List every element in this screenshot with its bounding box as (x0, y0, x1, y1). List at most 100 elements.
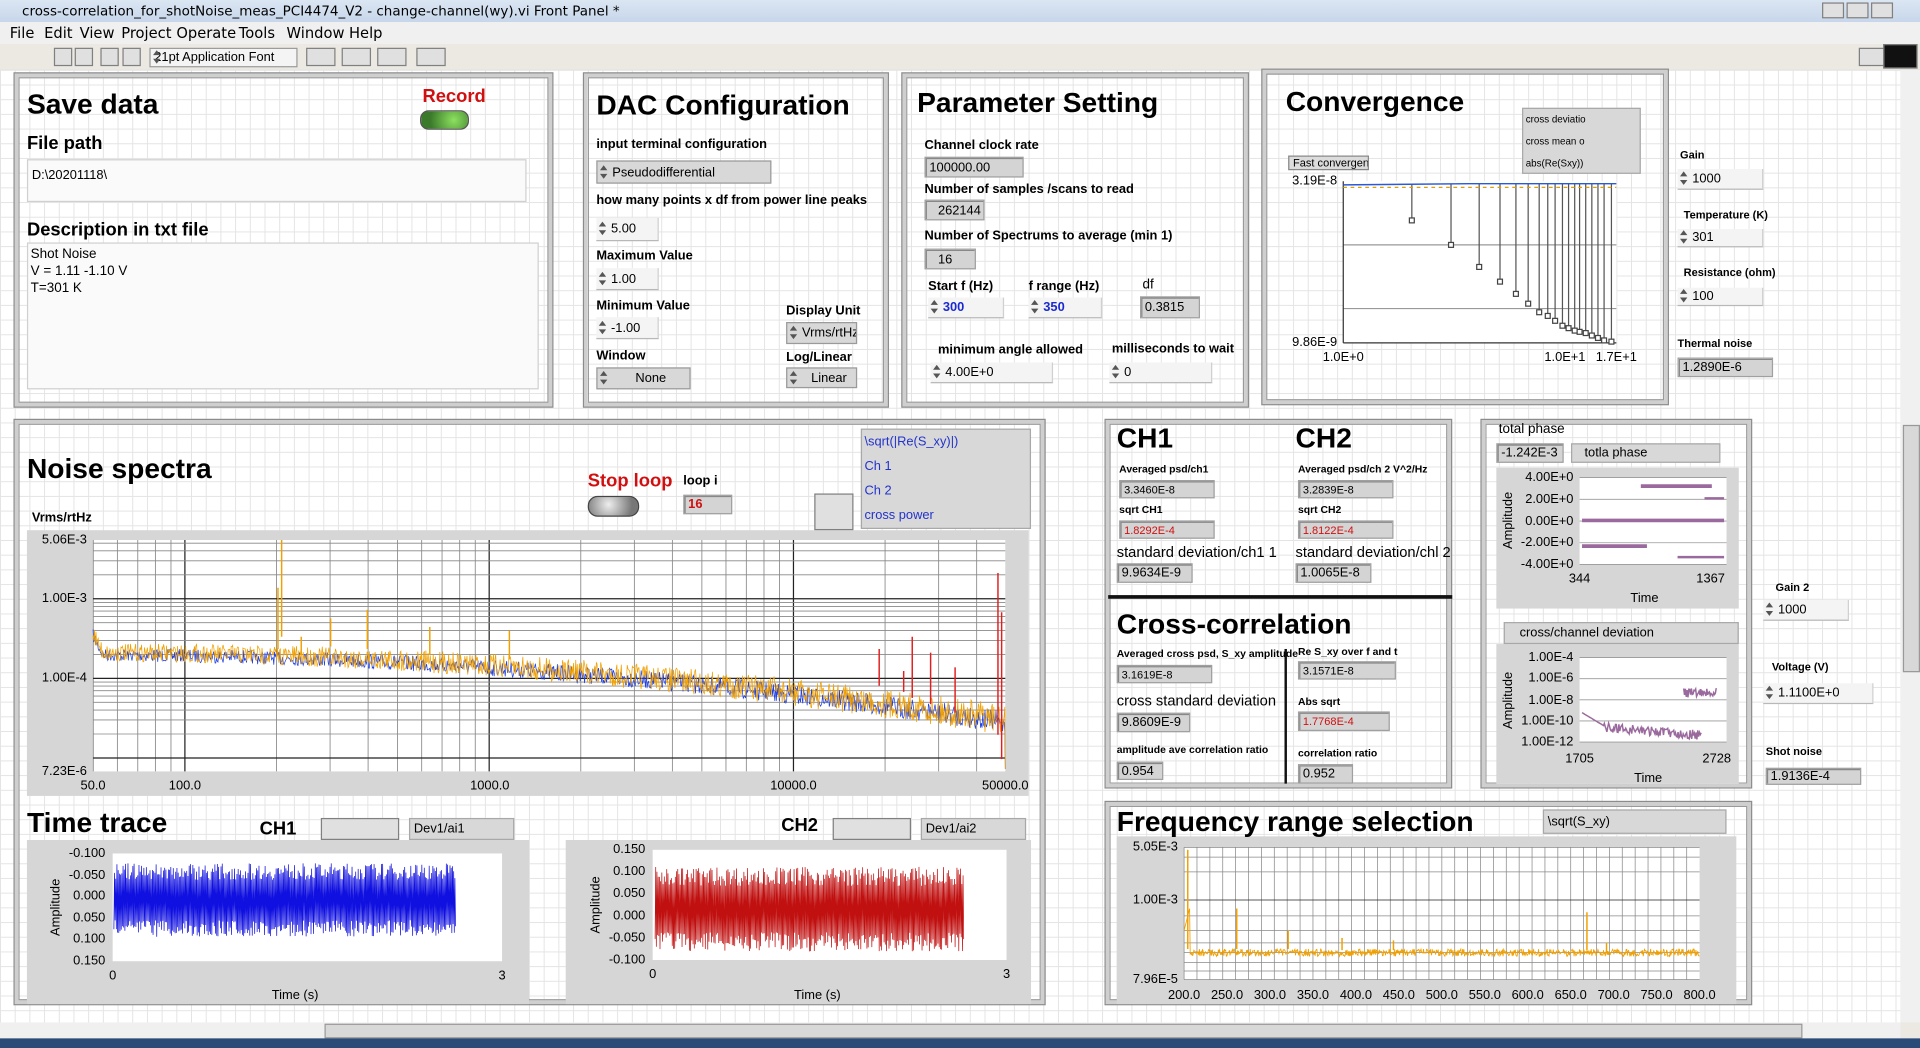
h-scrollbar[interactable] (0, 1022, 1901, 1039)
legend (860, 428, 1032, 529)
tool-button[interactable] (74, 47, 94, 67)
y-tick-label: -2.00E+0 (1520, 535, 1574, 550)
y-tick-label: 0.000 (613, 908, 646, 923)
menu-item[interactable]: File (9, 24, 35, 42)
y-tick-label: 5.06E-3 (41, 532, 87, 548)
axis-title: Time (s) (271, 987, 319, 1003)
window-button[interactable] (1846, 2, 1869, 19)
tool-button[interactable] (377, 47, 407, 67)
menu-item[interactable]: Tools (238, 24, 275, 42)
numeric-control[interactable]: 100 (1677, 287, 1764, 307)
menu-item[interactable]: Project (121, 24, 172, 42)
axis-title: Amplitude (1500, 671, 1516, 730)
label: minimum angle allowed (937, 342, 1084, 358)
axis-title: Amplitude (48, 878, 64, 936)
numeric-control[interactable]: 1000 (1763, 600, 1849, 621)
marker (1552, 317, 1559, 324)
menu-item[interactable]: Help (348, 24, 383, 42)
led-button[interactable] (420, 110, 469, 130)
numeric-control[interactable]: 5.00 (596, 217, 659, 242)
ring-control[interactable]: Vrms/rtHz (786, 322, 858, 345)
numeric-control[interactable]: -1.00 (596, 317, 659, 340)
tool-button[interactable] (416, 47, 446, 67)
app-icon (1883, 44, 1918, 69)
ring-control[interactable]: None (596, 367, 691, 390)
marker (1559, 322, 1566, 329)
x-tick-label: 1705 (1565, 751, 1594, 767)
tool-button[interactable] (53, 47, 73, 67)
parameter-frame (901, 72, 1249, 408)
tool-button[interactable] (122, 47, 141, 67)
label: Channel clock rate (924, 138, 1039, 153)
numeric-control[interactable]: 4.00E+0 (930, 362, 1054, 384)
graph-palette[interactable] (832, 817, 912, 841)
tool-button[interactable] (100, 47, 119, 67)
menu-item[interactable]: Window (286, 24, 345, 42)
x-tick-label: 344 (1568, 571, 1591, 587)
ring-control[interactable]: Pseudodifferential (596, 160, 772, 184)
label: Maximum Value (596, 248, 693, 263)
font-ring[interactable]: 21pt Application Font (149, 47, 298, 68)
marker (1536, 309, 1543, 316)
stop-button[interactable] (587, 495, 640, 517)
tool-button[interactable] (341, 47, 372, 67)
numeric-control[interactable]: 300 (928, 297, 1005, 319)
text-area[interactable] (26, 242, 539, 390)
numeric-control[interactable]: 1.00 (596, 268, 659, 291)
label: cross standard deviation (1116, 691, 1277, 709)
menu-item[interactable]: Operate (176, 24, 237, 42)
label: df (1142, 277, 1154, 293)
y-tick-label: 0.100 (613, 864, 646, 879)
y-tick-label: 0.150 (613, 842, 646, 857)
window-title: cross-correlation_for_shotNoise_meas_PCI… (22, 3, 620, 19)
trace (92, 629, 1006, 769)
label: amplitude ave correlation ratio (1116, 742, 1269, 756)
graph-palette[interactable] (814, 493, 854, 531)
tool-button[interactable] (306, 47, 336, 67)
numeric-indicator: 1.0065E-8 (1295, 563, 1372, 583)
label: Averaged psd/ch 2 V^2/Hz (1297, 462, 1428, 475)
label: Gain 2 (1775, 581, 1810, 594)
label: Minimum Value (596, 298, 690, 314)
window-button[interactable] (1822, 2, 1845, 19)
y-tick-label: 2.00E+0 (1525, 491, 1574, 507)
numeric-control[interactable]: 1000 (1677, 168, 1764, 190)
menu-item[interactable]: Edit (44, 24, 73, 42)
section-title: CH2 (1295, 421, 1352, 454)
marker (1608, 338, 1615, 345)
trace (654, 866, 965, 952)
legend-text: Ch 1 (864, 458, 892, 474)
text-line: Shot Noise (30, 246, 97, 262)
label: Number of Spectrums to average (min 1) (924, 228, 1173, 244)
ring-control[interactable]: Linear (786, 367, 858, 389)
y-tick-label: -0.100 (68, 845, 106, 861)
legend-text: cross deviatio (1525, 113, 1586, 125)
legend-text: cross mean o (1525, 135, 1585, 147)
label: Resistance (ohm) (1683, 266, 1776, 279)
scroll-thumb[interactable] (324, 1023, 1803, 1039)
menu-item[interactable]: View (79, 24, 115, 42)
y-tick-label: 0.050 (73, 910, 106, 926)
button[interactable]: Fast convergence (1288, 155, 1369, 171)
path-input[interactable]: D:\20201118\ (26, 159, 527, 203)
numeric-indicator: 3.3460E-8 (1119, 480, 1215, 499)
graph-palette[interactable] (320, 817, 400, 841)
scroll-thumb[interactable] (1902, 424, 1920, 673)
marker (1601, 337, 1608, 344)
taskbar (0, 1038, 1920, 1048)
numeric-control[interactable]: 301 (1677, 228, 1764, 248)
numeric-control[interactable]: 1.1100E+0 (1763, 683, 1874, 705)
label: Log/Linear (786, 349, 852, 365)
legend: \sqrt(S_xy) (1542, 809, 1727, 834)
x-tick-label: 800.0 (1683, 987, 1716, 1003)
y-tick-label: 1.00E-12 (1521, 734, 1574, 750)
label: Description in txt file (26, 219, 209, 241)
numeric-control[interactable]: 0 (1109, 362, 1213, 384)
window-button[interactable] (1871, 2, 1894, 19)
numeric-control[interactable]: 16 (924, 248, 976, 270)
v-scrollbar[interactable] (1900, 69, 1920, 1023)
numeric-control[interactable]: 350 (1028, 297, 1103, 319)
numeric-indicator: 9.8609E-9 (1116, 712, 1191, 733)
x-tick-label: 200.0 (1167, 987, 1201, 1003)
